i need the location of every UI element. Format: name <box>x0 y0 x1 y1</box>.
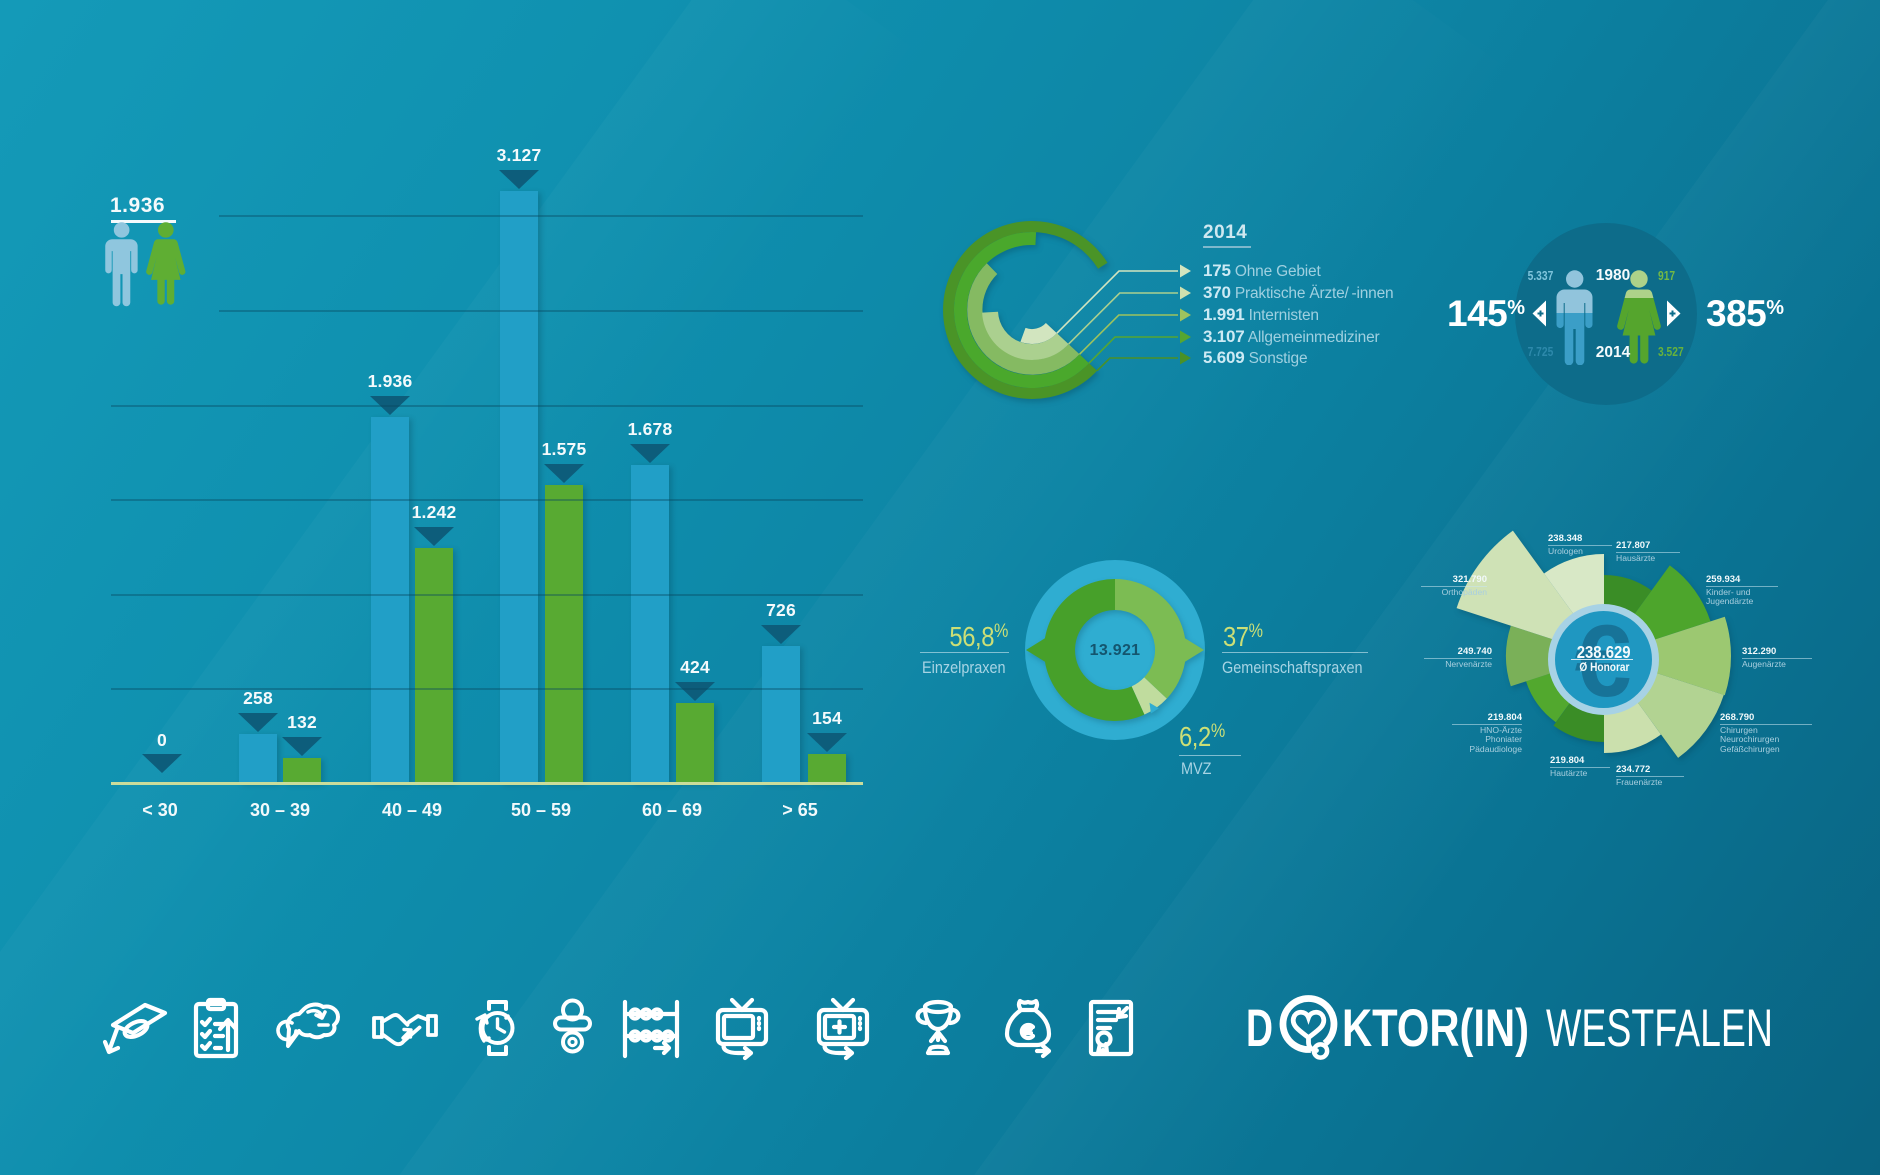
svg-text:KTOR(IN): KTOR(IN) <box>1342 999 1529 1058</box>
svg-text:D: D <box>1246 999 1273 1058</box>
svg-text:WESTFALEN: WESTFALEN <box>1546 999 1773 1058</box>
svg-text:€: € <box>1575 604 1632 718</box>
